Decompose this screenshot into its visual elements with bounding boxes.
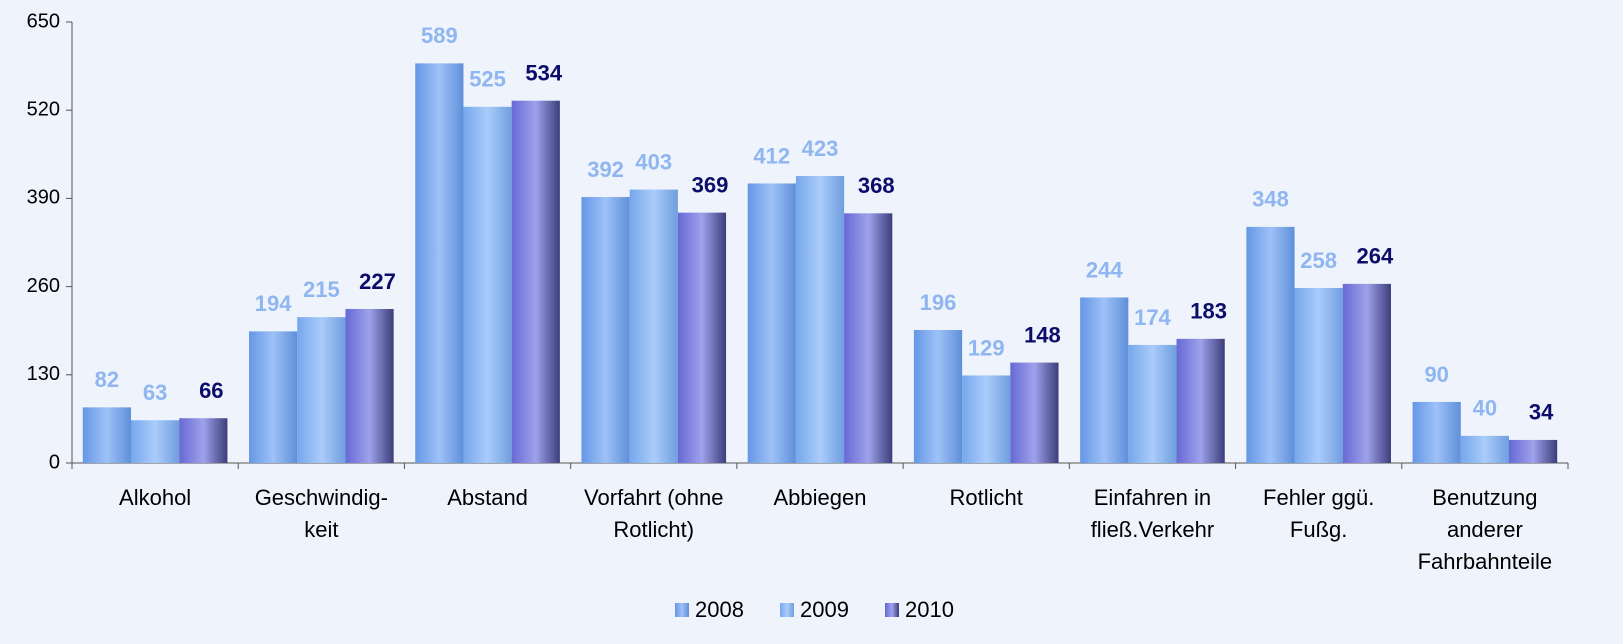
value-label: 66 [199, 378, 223, 403]
value-label: 129 [968, 335, 1005, 360]
legend-label: 2010 [905, 597, 954, 622]
value-label: 244 [1086, 257, 1123, 282]
bar [1080, 297, 1128, 463]
x-tick-label: Einfahren in [1094, 485, 1211, 510]
bar [179, 418, 227, 463]
bar [914, 330, 962, 463]
bar [1343, 284, 1391, 463]
y-tick-label: 390 [27, 187, 60, 209]
value-label: 525 [469, 67, 506, 92]
bar [1413, 402, 1461, 463]
value-label: 369 [692, 172, 729, 197]
y-tick-label: 260 [27, 275, 60, 297]
x-tick-label: Alkohol [119, 485, 191, 510]
value-label: 227 [359, 269, 396, 294]
value-label: 403 [635, 149, 672, 174]
y-tick-label: 0 [49, 451, 60, 473]
legend-swatch [780, 603, 794, 617]
value-label: 196 [920, 290, 957, 315]
bar [1246, 227, 1294, 463]
x-tick-label: Abstand [447, 485, 528, 510]
bar [1128, 345, 1176, 463]
bar [1509, 440, 1557, 463]
x-tick-label: Fehler ggü. [1263, 485, 1374, 510]
value-label: 215 [303, 277, 340, 302]
y-tick-label: 520 [27, 98, 60, 120]
bar [844, 213, 892, 463]
x-tick-label: Fahrbahnteile [1418, 549, 1553, 574]
legend-swatch [885, 603, 899, 617]
bar [415, 63, 463, 463]
bar [1461, 436, 1509, 463]
legend-swatch [675, 603, 689, 617]
bar [83, 407, 131, 463]
x-tick-label: fließ.Verkehr [1091, 517, 1215, 542]
chart: 0 130 260 390 520 650 Alkohol 82 63 66 Geschwindig… [0, 0, 1623, 644]
bar [297, 317, 345, 463]
x-tick-label: anderer [1447, 517, 1523, 542]
bar [748, 183, 796, 463]
bar [1177, 339, 1225, 463]
value-label: 148 [1024, 322, 1061, 347]
bar [463, 107, 511, 463]
value-label: 258 [1300, 248, 1337, 273]
value-label: 423 [802, 136, 839, 161]
bar [678, 213, 726, 463]
bar [345, 309, 393, 463]
legend-label: 2008 [695, 597, 744, 622]
x-tick-label: Benutzung [1432, 485, 1537, 510]
x-tick-label: Rotlicht) [613, 517, 694, 542]
value-label: 174 [1134, 305, 1171, 330]
value-label: 392 [587, 157, 624, 182]
value-label: 63 [143, 380, 167, 405]
bar [512, 101, 560, 463]
value-label: 264 [1357, 244, 1394, 269]
bar [581, 197, 629, 463]
x-tick-label: keit [304, 517, 338, 542]
x-tick-label: Geschwindig- [255, 485, 388, 510]
bar [630, 190, 678, 463]
legend-label: 2009 [800, 597, 849, 622]
value-label: 368 [858, 173, 895, 198]
x-tick-label: Fußg. [1290, 517, 1347, 542]
bar [1010, 363, 1058, 463]
bar [796, 176, 844, 463]
x-tick-label: Rotlicht [950, 485, 1023, 510]
value-label: 194 [255, 291, 292, 316]
y-tick-label: 650 [27, 10, 60, 32]
value-label: 90 [1424, 362, 1448, 387]
value-label: 412 [753, 143, 790, 168]
x-tick-label: Vorfahrt (ohne [584, 485, 723, 510]
value-label: 34 [1529, 400, 1554, 425]
value-label: 589 [421, 23, 458, 48]
bar [1295, 288, 1343, 463]
value-label: 534 [525, 61, 562, 86]
bar [249, 331, 297, 463]
y-tick-label: 130 [27, 363, 60, 385]
bar [962, 375, 1010, 463]
value-label: 183 [1190, 299, 1227, 324]
x-tick-label: Abbiegen [774, 485, 867, 510]
value-label: 348 [1252, 187, 1289, 212]
value-label: 40 [1473, 396, 1497, 421]
value-label: 82 [95, 367, 119, 392]
bar [131, 420, 179, 463]
